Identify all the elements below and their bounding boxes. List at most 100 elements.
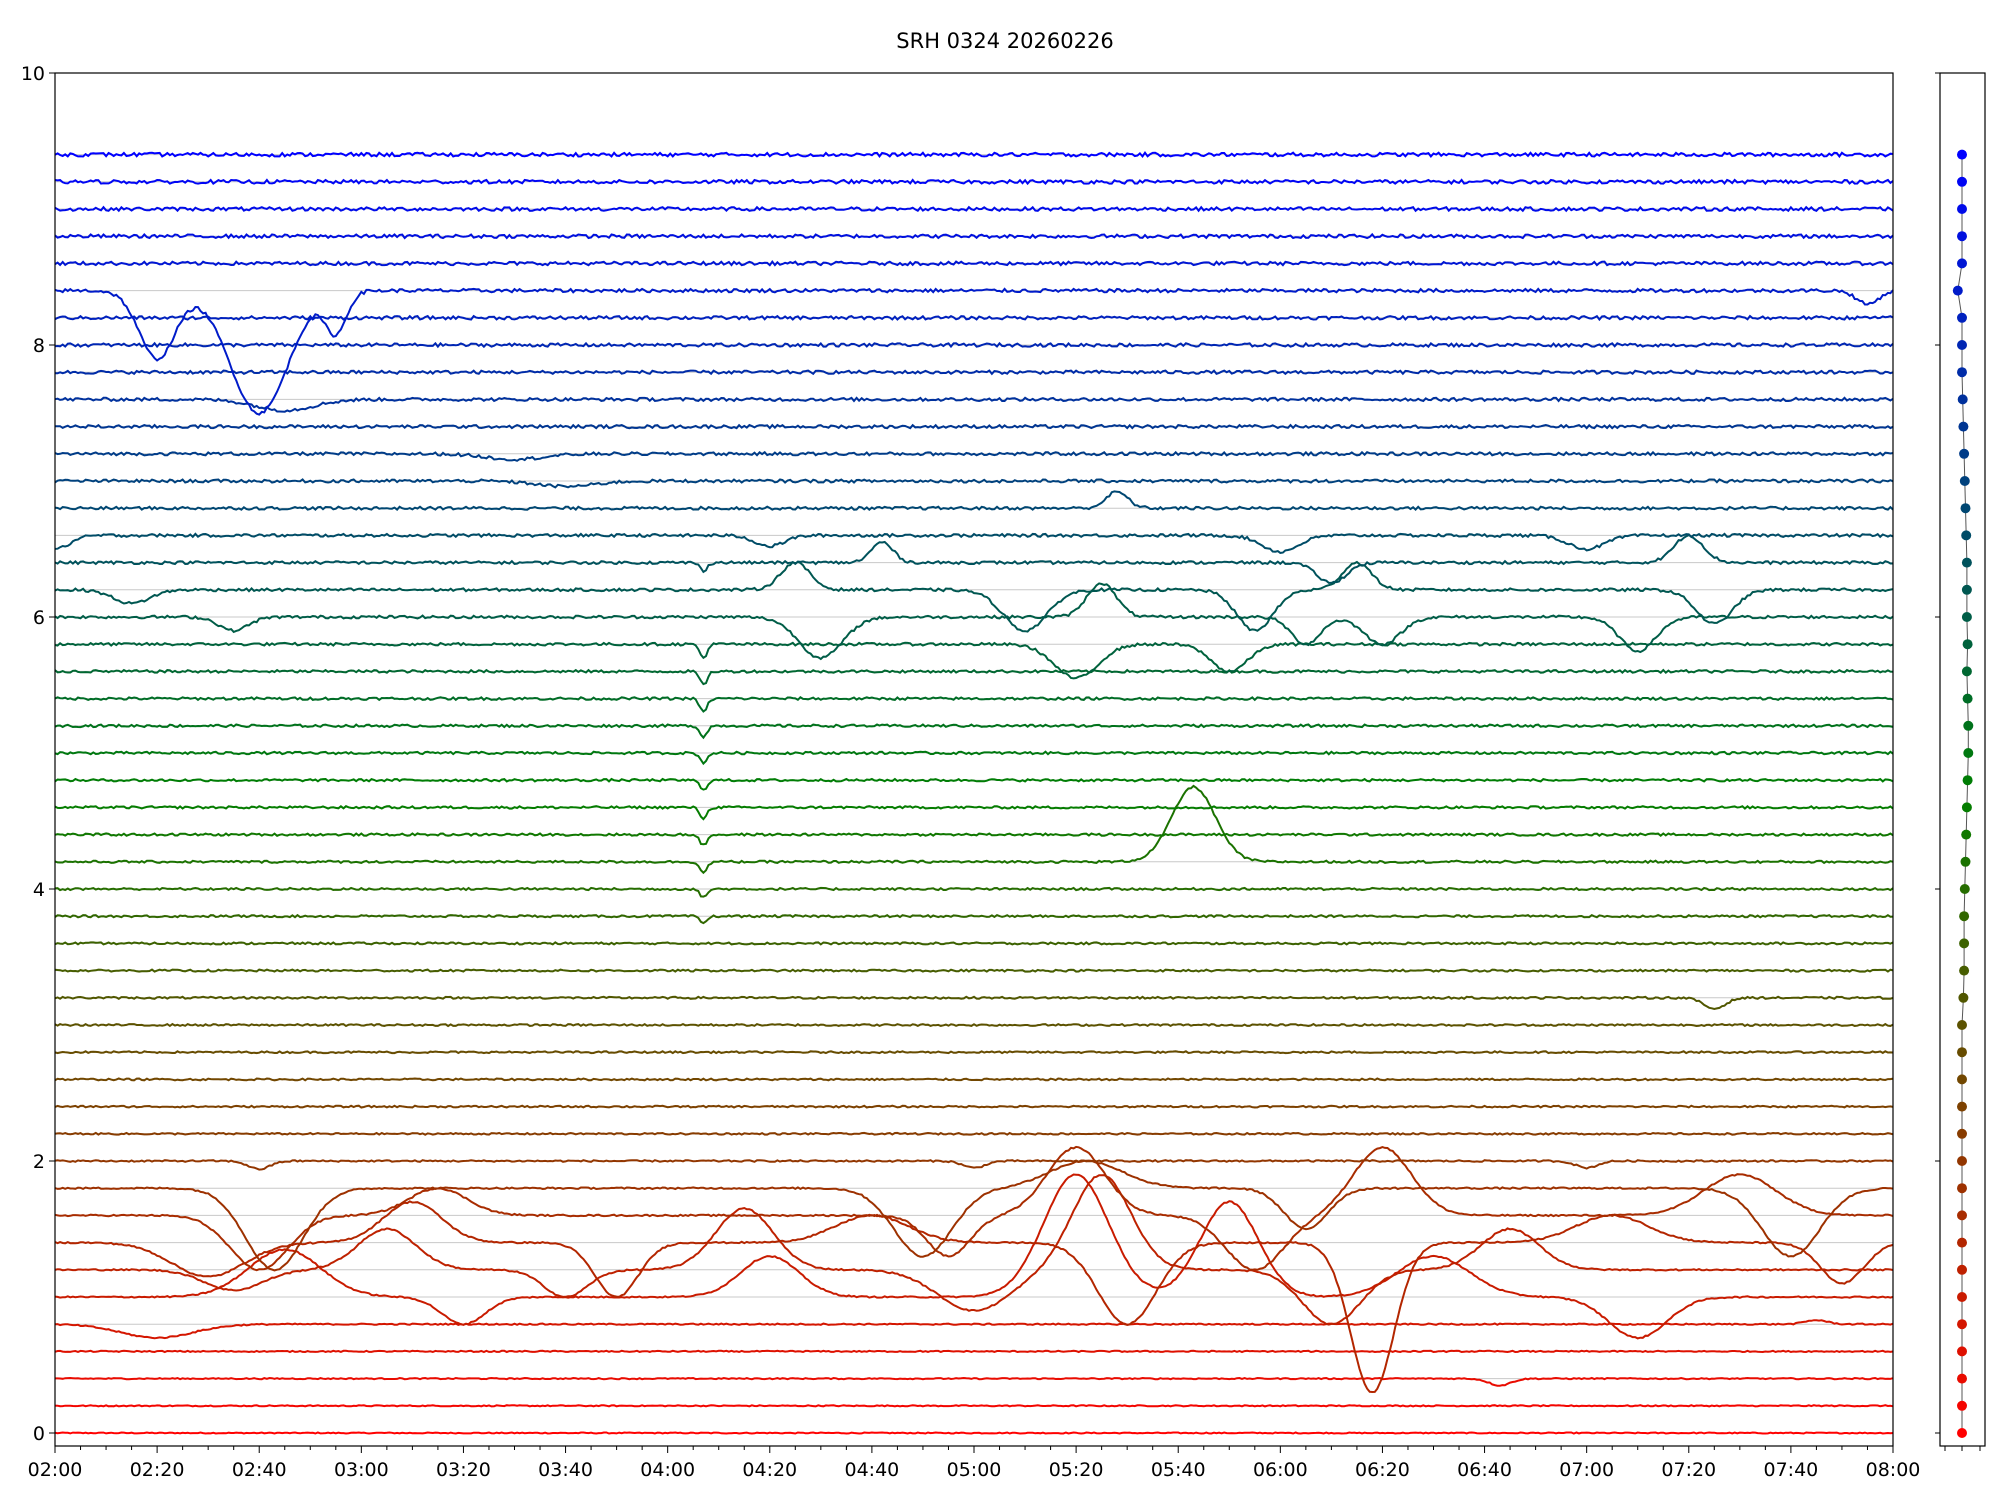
trace-line xyxy=(54,832,1894,846)
side-point xyxy=(1961,584,1972,595)
side-point xyxy=(1957,340,1967,350)
side-point xyxy=(1957,367,1967,378)
trace-line xyxy=(55,423,1894,430)
trace-line xyxy=(54,1050,1894,1055)
side-point xyxy=(1961,612,1972,622)
side-point xyxy=(1959,911,1970,922)
x-tick-label: 07:00 xyxy=(1559,1459,1614,1481)
trace-series xyxy=(54,150,1894,1435)
trace-line xyxy=(54,533,1893,584)
trace-line xyxy=(54,1404,1894,1408)
trace-line xyxy=(54,696,1894,713)
side-point xyxy=(1957,204,1967,214)
side-point xyxy=(1959,938,1970,949)
side-point xyxy=(1959,884,1970,894)
side-point xyxy=(1957,1101,1967,1112)
side-point xyxy=(1961,802,1972,813)
side-point xyxy=(1957,1373,1967,1384)
side-point xyxy=(1957,149,1967,160)
side-point xyxy=(1957,1292,1967,1302)
y-tick-label: 8 xyxy=(33,335,45,357)
trace-line xyxy=(54,1174,1894,1326)
side-point xyxy=(1958,421,1969,432)
trace-line xyxy=(54,804,1894,821)
y-tick-label: 10 xyxy=(21,63,45,85)
side-point xyxy=(1962,775,1973,786)
trace-line xyxy=(54,1104,1894,1109)
trace-line xyxy=(54,232,1894,240)
side-point xyxy=(1957,1128,1967,1139)
trace-line xyxy=(54,641,1894,680)
side-point xyxy=(1957,312,1967,323)
side-point xyxy=(1957,1020,1967,1030)
side-point xyxy=(1959,965,1970,976)
x-tick-label: 08:00 xyxy=(1866,1459,1921,1481)
side-scatter-points xyxy=(1952,149,1974,1438)
trace-line xyxy=(54,450,1894,462)
y-tick-label: 4 xyxy=(33,879,45,901)
trace-line xyxy=(54,968,1894,973)
side-point xyxy=(1957,394,1968,405)
x-tick-label: 02:40 xyxy=(232,1459,287,1481)
x-axis: 02:00 02:20 02:40 03:00 03:20 03:40 04:00 04:20… xyxy=(28,1446,1921,1481)
trace-line xyxy=(55,369,1894,376)
trace-line xyxy=(55,1376,1894,1387)
side-point xyxy=(1957,1428,1967,1438)
side-point xyxy=(1957,1264,1967,1275)
side-point xyxy=(1957,258,1967,269)
x-tick-label: 05:40 xyxy=(1151,1459,1206,1481)
trace-line xyxy=(54,750,1894,766)
side-point xyxy=(1957,1400,1967,1411)
side-point xyxy=(1961,530,1972,541)
trace-line xyxy=(54,1431,1894,1435)
side-point xyxy=(1962,639,1973,650)
trace-line xyxy=(54,1349,1894,1354)
side-point xyxy=(1963,748,1974,758)
trace-line xyxy=(54,150,1894,159)
side-point xyxy=(1957,1346,1967,1357)
chart-title: SRH 0324 20260226 xyxy=(896,29,1113,53)
x-tick-label: 07:40 xyxy=(1764,1459,1819,1481)
x-tick-label: 05:00 xyxy=(947,1459,1002,1481)
trace-line xyxy=(54,314,1894,322)
x-tick-label: 03:40 xyxy=(538,1459,593,1481)
trace-line xyxy=(54,1173,1894,1340)
side-point xyxy=(1952,285,1963,296)
x-tick-label: 06:00 xyxy=(1253,1459,1308,1481)
side-point xyxy=(1957,1074,1967,1085)
x-tick-label: 03:20 xyxy=(436,1459,491,1481)
trace-line xyxy=(54,913,1894,925)
trace-line xyxy=(54,478,1894,489)
y-tick-label: 0 xyxy=(33,1423,45,1445)
side-point xyxy=(1959,448,1970,459)
x-tick-label: 02:20 xyxy=(130,1459,185,1481)
trace-line xyxy=(54,532,1894,554)
trace-line xyxy=(54,668,1894,686)
side-point xyxy=(1961,557,1972,568)
trace-line xyxy=(54,941,1894,946)
side-point xyxy=(1960,856,1971,867)
trace-line xyxy=(54,1319,1894,1340)
x-tick-label: 04:00 xyxy=(640,1459,695,1481)
side-point xyxy=(1963,720,1974,731)
trace-line xyxy=(54,995,1894,1011)
y-tick-label: 2 xyxy=(33,1151,45,1173)
side-point xyxy=(1957,1319,1967,1330)
side-point xyxy=(1958,992,1969,1003)
trace-line xyxy=(54,396,1894,413)
side-point xyxy=(1960,503,1971,514)
side-point xyxy=(1957,1156,1967,1166)
trace-line xyxy=(54,723,1894,740)
trace-line xyxy=(54,886,1894,898)
side-point xyxy=(1961,829,1972,840)
x-tick-label: 02:00 xyxy=(28,1459,83,1481)
trace-line xyxy=(54,582,1894,661)
x-tick-label: 03:00 xyxy=(334,1459,389,1481)
trace-line xyxy=(54,178,1894,186)
x-tick-label: 06:40 xyxy=(1457,1459,1512,1481)
side-point xyxy=(1962,693,1973,704)
side-point xyxy=(1961,666,1972,677)
side-point xyxy=(1957,1210,1967,1221)
